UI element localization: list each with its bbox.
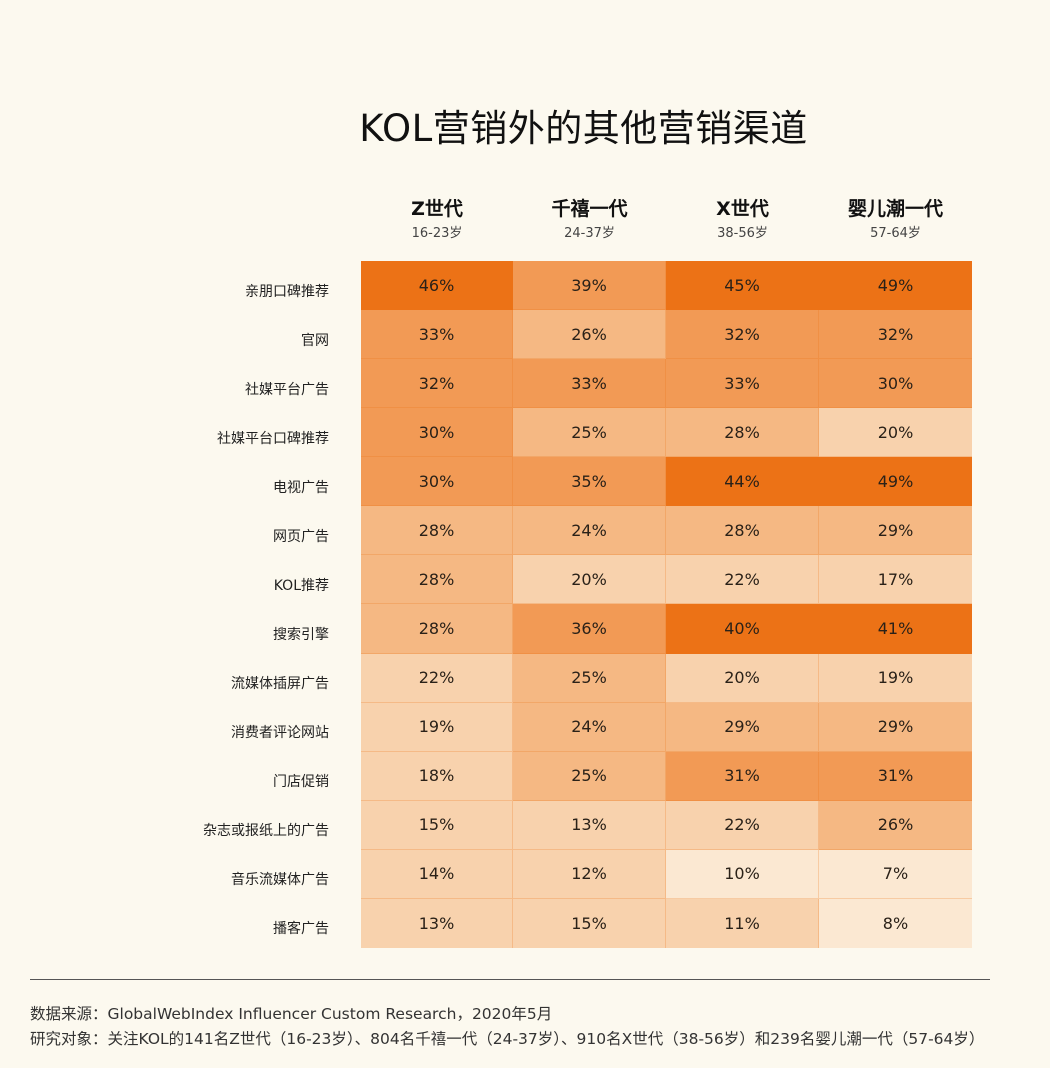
heatmap-cell: 28% bbox=[666, 408, 819, 458]
heatmap-cell: 19% bbox=[361, 702, 513, 752]
heatmap-cell: 28% bbox=[666, 506, 819, 556]
heatmap-cell: 8% bbox=[819, 898, 972, 948]
heatmap-cell: 32% bbox=[819, 310, 972, 360]
column-header-name: 千禧一代 bbox=[551, 198, 628, 220]
heatmap-cell: 35% bbox=[513, 457, 666, 507]
row-label: 流媒体插屏广告 bbox=[231, 676, 329, 693]
heatmap-cell: 33% bbox=[361, 310, 513, 360]
row-label: 电视广告 bbox=[273, 479, 329, 496]
column-header-name: Z世代 bbox=[411, 198, 463, 220]
row-label: 网页广告 bbox=[273, 528, 329, 545]
heatmap-cell: 10% bbox=[666, 849, 819, 899]
heatmap-cell: 32% bbox=[361, 359, 513, 409]
heatmap-cell: 29% bbox=[819, 702, 972, 752]
heatmap-cell: 13% bbox=[361, 898, 513, 948]
heatmap-cell: 7% bbox=[819, 849, 972, 899]
heatmap-cell: 25% bbox=[513, 653, 666, 703]
heatmap-cell: 46% bbox=[361, 261, 513, 311]
source-note: 数据来源：GlobalWebIndex Influencer Custom Re… bbox=[30, 1005, 553, 1023]
heatmap-cell: 31% bbox=[666, 751, 819, 801]
row-label: 亲朋口碑推荐 bbox=[245, 283, 329, 300]
heatmap-cell: 28% bbox=[361, 555, 513, 605]
heatmap-cell: 26% bbox=[819, 800, 972, 850]
heatmap-cell: 15% bbox=[361, 800, 513, 850]
heatmap-cell: 28% bbox=[361, 604, 513, 654]
column-header-name: 婴儿潮一代 bbox=[847, 198, 943, 220]
row-label: 消费者评论网站 bbox=[231, 725, 329, 742]
row-label: 社媒平台广告 bbox=[245, 381, 329, 398]
chart-title: KOL营销外的其他营销渠道 bbox=[359, 107, 808, 150]
heatmap-cell: 41% bbox=[819, 604, 972, 654]
column-header-age: 16-23岁 bbox=[411, 226, 463, 241]
heatmap-cell: 26% bbox=[513, 310, 666, 360]
footer-divider bbox=[30, 979, 990, 980]
heatmap-cell: 20% bbox=[513, 555, 666, 605]
column-header-age: 38-56岁 bbox=[717, 226, 768, 241]
heatmap-cell: 28% bbox=[361, 506, 513, 556]
heatmap-cell: 20% bbox=[819, 408, 972, 458]
heatmap-cell: 25% bbox=[513, 408, 666, 458]
row-label: 播客广告 bbox=[273, 921, 329, 938]
heatmap-cell: 33% bbox=[513, 359, 666, 409]
heatmap-cell: 36% bbox=[513, 604, 666, 654]
heatmap-cell: 20% bbox=[666, 653, 819, 703]
row-label: 杂志或报纸上的广告 bbox=[203, 823, 329, 840]
heatmap-cell: 25% bbox=[513, 751, 666, 801]
column-header: X世代 38-56岁 bbox=[666, 196, 819, 244]
heatmap-cell: 22% bbox=[666, 800, 819, 850]
heatmap-cell: 30% bbox=[361, 408, 513, 458]
heatmap-cell: 30% bbox=[361, 457, 513, 507]
heatmap-cell: 29% bbox=[666, 702, 819, 752]
column-header-name: X世代 bbox=[716, 198, 769, 220]
row-label: 门店促销 bbox=[273, 774, 329, 791]
column-header: 千禧一代 24-37岁 bbox=[513, 196, 666, 244]
heatmap-cell: 19% bbox=[819, 653, 972, 703]
heatmap-cell: 13% bbox=[513, 800, 666, 850]
heatmap-cell: 32% bbox=[666, 310, 819, 360]
heatmap-cell: 30% bbox=[819, 359, 972, 409]
column-header: Z世代 16-23岁 bbox=[361, 196, 513, 244]
column-header-age: 57-64岁 bbox=[870, 226, 921, 241]
heatmap-cell: 15% bbox=[513, 898, 666, 948]
heatmap-cell: 49% bbox=[819, 261, 972, 311]
heatmap-cell: 33% bbox=[666, 359, 819, 409]
heatmap-cell: 11% bbox=[666, 898, 819, 948]
heatmap-cell: 24% bbox=[513, 506, 666, 556]
heatmap-cell: 22% bbox=[361, 653, 513, 703]
row-label: 音乐流媒体广告 bbox=[231, 872, 329, 889]
row-label: KOL推荐 bbox=[273, 577, 329, 594]
column-header-age: 24-37岁 bbox=[564, 226, 615, 241]
row-label: 官网 bbox=[301, 332, 329, 349]
heatmap-cell: 45% bbox=[666, 261, 819, 311]
column-header: 婴儿潮一代 57-64岁 bbox=[819, 196, 972, 244]
row-label: 社媒平台口碑推荐 bbox=[217, 430, 329, 447]
heatmap-grid: 46% 39% 45% 49% 33% 26% 32% 32% 32% 33% 33% 30% 30% 2… bbox=[361, 261, 972, 948]
row-label: 搜索引擎 bbox=[273, 627, 329, 644]
sample-note: 研究对象：关注KOL的141名Z世代（16-23岁）、804名千禧一代（24-3… bbox=[30, 1030, 985, 1048]
heatmap-cell: 18% bbox=[361, 751, 513, 801]
heatmap-cell: 12% bbox=[513, 849, 666, 899]
heatmap-cell: 31% bbox=[819, 751, 972, 801]
heatmap-cell: 39% bbox=[513, 261, 666, 311]
heatmap-cell: 44% bbox=[666, 457, 819, 507]
heatmap-cell: 22% bbox=[666, 555, 819, 605]
heatmap-cell: 24% bbox=[513, 702, 666, 752]
heatmap-cell: 49% bbox=[819, 457, 972, 507]
heatmap-cell: 29% bbox=[819, 506, 972, 556]
heatmap-cell: 17% bbox=[819, 555, 972, 605]
heatmap-cell: 14% bbox=[361, 849, 513, 899]
heatmap-cell: 40% bbox=[666, 604, 819, 654]
